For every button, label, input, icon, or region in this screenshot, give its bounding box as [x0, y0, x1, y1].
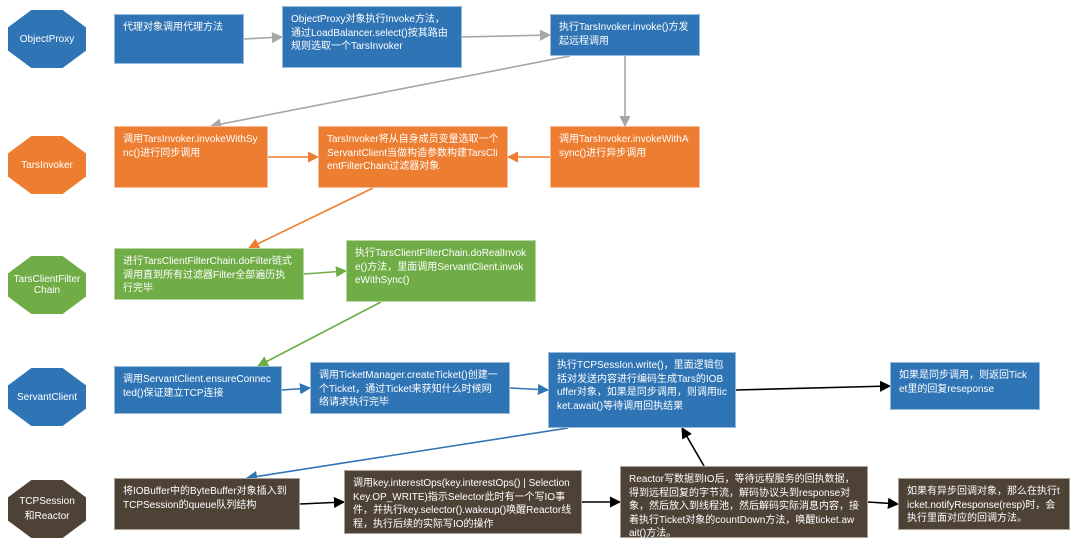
arrow: [736, 386, 890, 390]
oct-filterchain: TarsClientFilter Chain: [8, 256, 86, 314]
b-ts2: 调用key.interestOps(key.interestOps() | Se…: [344, 470, 582, 534]
b-sc3: 执行TCPSessIon.write()，里面逻辑包括对发送内容进行编码生成Ta…: [548, 352, 736, 428]
b-ts1: 将IOBuffer中的ByteBuffer对象插入到TCPSession的que…: [114, 478, 300, 530]
b-ti3: 调用TarsInvoker.invokeWithAsync()进行异步调用: [550, 126, 700, 188]
b-ti1: 调用TarsInvoker.invokeWithSync()进行同步调用: [114, 126, 268, 188]
arrow: [510, 388, 548, 390]
b-sc1: 调用ServantClient.ensureConnected()保证建立TCP…: [114, 366, 282, 414]
b-fc1: 进行TarsClientFilterChain.doFilter链式调用直到所有…: [114, 248, 304, 300]
b-ti2: TarsInvoker将从自身成员变量选取一个ServantClient当做构造…: [318, 126, 508, 188]
arrow: [258, 302, 381, 366]
arrow: [682, 428, 704, 466]
oct-tcpsession: TCPSession 和Reactor: [8, 480, 86, 538]
b-fc2: 执行TarsClientFilterChain.doRealInvoke()方法…: [346, 240, 536, 302]
b-sc4: 如果是同步调用，则返回Ticket里的回复reseponse: [890, 362, 1040, 410]
b-op2: ObjectProxy对象执行Invoke方法，通过LoadBalancer.s…: [282, 6, 462, 68]
b-ts3: Reactor写数据到IO后，等待远程服务的回执数据，得到远程回复的字节流，解码…: [620, 466, 868, 538]
arrow: [868, 502, 898, 504]
b-sc2: 调用TicketManager.createTicket()创建一个Ticket…: [310, 362, 510, 414]
arrow: [282, 388, 310, 390]
oct-servantclient: ServantClient: [8, 368, 86, 426]
oct-tarsinvoker: TarsInvoker: [8, 136, 86, 194]
arrow: [300, 502, 344, 504]
b-op1: 代理对象调用代理方法: [114, 14, 244, 64]
arrow: [304, 271, 346, 274]
b-op3: 执行TarsInvoker.invoke()方发起远程调用: [550, 14, 700, 56]
arrow: [244, 37, 282, 39]
arrow: [462, 35, 550, 37]
b-ts4: 如果有异步回调对象，那么在执行ticket.notifyResponse(res…: [898, 478, 1070, 530]
arrow: [249, 188, 373, 248]
oct-objectproxy: ObjectProxy: [8, 10, 86, 68]
